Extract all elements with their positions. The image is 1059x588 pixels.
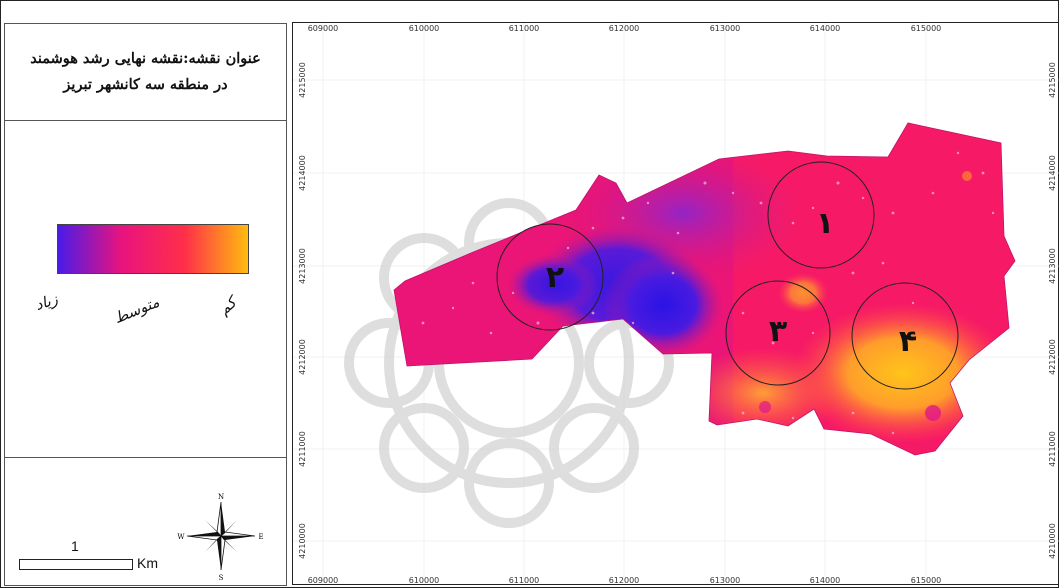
y-tick-left-5: 4210000: [298, 523, 307, 559]
zone-1-label: ۱: [816, 206, 834, 241]
legend-box: زیاد متوسط کم: [5, 121, 286, 458]
compass-rose-icon: N S E W: [177, 493, 263, 580]
compass-w: W: [177, 533, 185, 541]
x-tick-top-3: 612000: [609, 24, 640, 33]
y-tick-right-0: 4215000: [1048, 62, 1057, 98]
y-tick-right-2: 4213000: [1048, 248, 1057, 284]
y-tick-left-2: 4213000: [298, 248, 307, 284]
x-tick-bottom-1: 610000: [409, 576, 440, 585]
scale-bar-value: 1: [71, 538, 79, 554]
y-tick-left-0: 4215000: [298, 62, 307, 98]
zone-1-circle: [767, 161, 875, 269]
x-tick-bottom-2: 611000: [509, 576, 540, 585]
map-canvas[interactable]: ۱ ۲ ۳ ۴ 609000 610000 611000 612000 6130…: [292, 22, 1059, 585]
legend-label-medium: متوسط: [111, 292, 162, 328]
map-svg: ۱ ۲ ۳ ۴ 609000 610000 611000 612000 6130…: [293, 23, 1059, 585]
x-tick-bottom-3: 612000: [609, 576, 640, 585]
y-tick-right-5: 4210000: [1048, 523, 1057, 559]
legend-color-ramp: [57, 224, 249, 274]
zone-3-circle: [725, 280, 831, 386]
map-sidebar: عنوان نقشه:نقشه نهایی رشد هوشمند در منطق…: [4, 23, 287, 586]
x-tick-bottom-5: 614000: [810, 576, 841, 585]
legend-label-high: زیاد: [32, 289, 60, 315]
y-tick-right-3: 4212000: [1048, 339, 1057, 375]
compass-n: N: [218, 493, 224, 501]
x-tick-top-0: 609000: [308, 24, 339, 33]
map-elements-box: N S E W 1 Km: [5, 458, 286, 587]
zone-4-label: ۴: [899, 324, 917, 359]
y-tick-left-1: 4214000: [298, 155, 307, 191]
x-tick-bottom-4: 613000: [710, 576, 741, 585]
map-title-box: عنوان نقشه:نقشه نهایی رشد هوشمند در منطق…: [5, 24, 286, 121]
y-tick-left-3: 4212000: [298, 339, 307, 375]
x-tick-top-2: 611000: [509, 24, 540, 33]
x-tick-top-4: 613000: [710, 24, 741, 33]
zone-2-circle: [496, 223, 604, 331]
y-tick-right-1: 4214000: [1048, 155, 1057, 191]
map-title-line-1: عنوان نقشه:نقشه نهایی رشد هوشمند: [30, 50, 261, 67]
zone-2-label: ۲: [546, 260, 564, 295]
x-tick-top-6: 615000: [911, 24, 942, 33]
y-tick-left-4: 4211000: [298, 431, 307, 467]
study-area-boundary: [393, 122, 1016, 456]
legend-label-low: کم: [215, 293, 240, 319]
x-tick-bottom-0: 609000: [308, 576, 339, 585]
zone-3-label: ۳: [769, 314, 787, 349]
zone-4-circle: [851, 282, 959, 390]
x-tick-top-5: 614000: [810, 24, 841, 33]
x-tick-bottom-6: 615000: [911, 576, 942, 585]
scale-bar-unit: Km: [137, 555, 158, 571]
compass-e: E: [258, 533, 263, 541]
map-title-line-2: در منطقه سه کانشهر تبریز: [63, 76, 228, 93]
y-tick-right-4: 4211000: [1048, 431, 1057, 467]
compass-s: S: [219, 574, 224, 580]
x-tick-top-1: 610000: [409, 24, 440, 33]
scale-bar: [19, 559, 133, 570]
